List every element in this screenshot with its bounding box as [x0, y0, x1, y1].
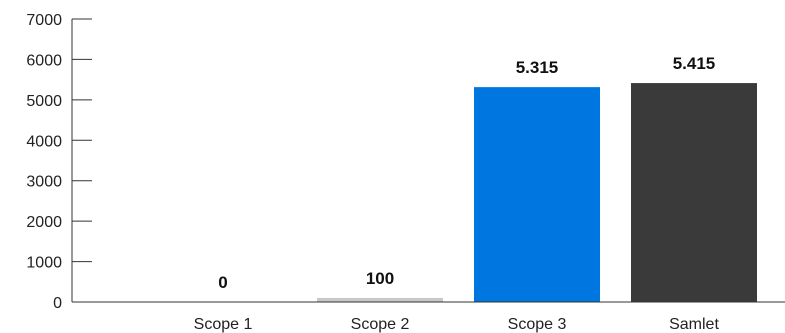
x-category-label: Samlet: [669, 316, 719, 333]
bar-samlet: [631, 83, 757, 302]
x-category-label: Scope 2: [351, 316, 410, 333]
x-category-label: Scope 3: [508, 316, 567, 333]
y-tick-label: 5000: [26, 93, 62, 110]
bar-value-label: 5.415: [673, 54, 716, 73]
y-axis: 0 1000 2000 3000 4000 5000 6000 7000: [26, 12, 92, 312]
y-tick-label: 1000: [26, 255, 62, 272]
y-tick-label: 3000: [26, 174, 62, 191]
y-tick-label: 0: [53, 295, 62, 312]
bar-value-label: 5.315: [516, 58, 559, 77]
bars: 0 100 5.315 5.415: [218, 54, 757, 302]
bar-value-label: 0: [218, 273, 227, 292]
bar-scope-3: [474, 87, 600, 302]
y-tick-label: 7000: [26, 12, 62, 29]
y-tick-label: 4000: [26, 133, 62, 150]
y-tick-label: 2000: [26, 214, 62, 231]
y-tick-label: 6000: [26, 52, 62, 69]
x-axis: Scope 1 Scope 2 Scope 3 Samlet: [72, 301, 785, 333]
x-category-label: Scope 1: [194, 316, 253, 333]
bar-scope-2: [317, 297, 443, 302]
bar-value-label: 100: [366, 269, 394, 288]
